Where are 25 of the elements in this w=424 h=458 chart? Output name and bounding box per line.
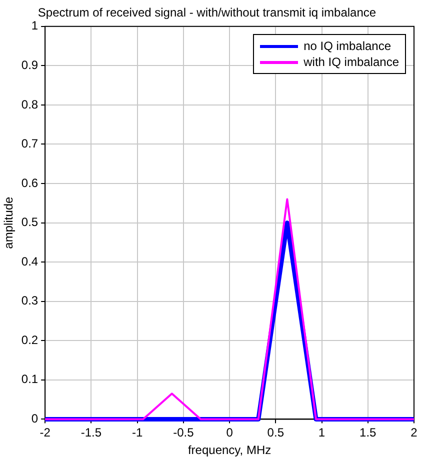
y-tick-label: 0.7 [21,136,38,151]
y-tick-label: 0.9 [21,58,38,72]
x-tick-label: 2 [410,426,418,440]
y-tick-label: 0 [31,412,38,426]
y-tick-label: 0.3 [21,294,38,308]
x-axis-title: frequency, MHz [188,443,272,458]
x-tick-label: 1.5 [360,426,377,440]
x-tick-label: -1 [132,426,143,440]
y-axis-title: amplitude [2,196,16,249]
x-tick-label: -0.5 [173,426,194,440]
chart-title: Spectrum of received signal - with/without transmit iq imbalance [38,6,376,20]
y-tick-label: 0.2 [21,332,38,347]
y-tick-label: 0.4 [21,254,38,268]
x-tick-label: -2 [40,426,51,440]
y-tick-label: 1 [31,18,38,33]
legend-label: with IQ imbalance [304,54,399,70]
y-tick-label: 0.6 [21,176,38,190]
x-tick-label: 0 [226,426,234,440]
x-tick-label: -1.5 [80,426,102,440]
x-tick-label: 0.5 [267,426,284,440]
y-tick-label: 0.5 [21,215,38,230]
y-tick-label: 0.8 [21,97,38,112]
legend-label: no IQ imbalance [304,38,392,54]
y-tick-label: 0.1 [21,372,38,386]
x-tick-label: 1 [318,426,326,440]
